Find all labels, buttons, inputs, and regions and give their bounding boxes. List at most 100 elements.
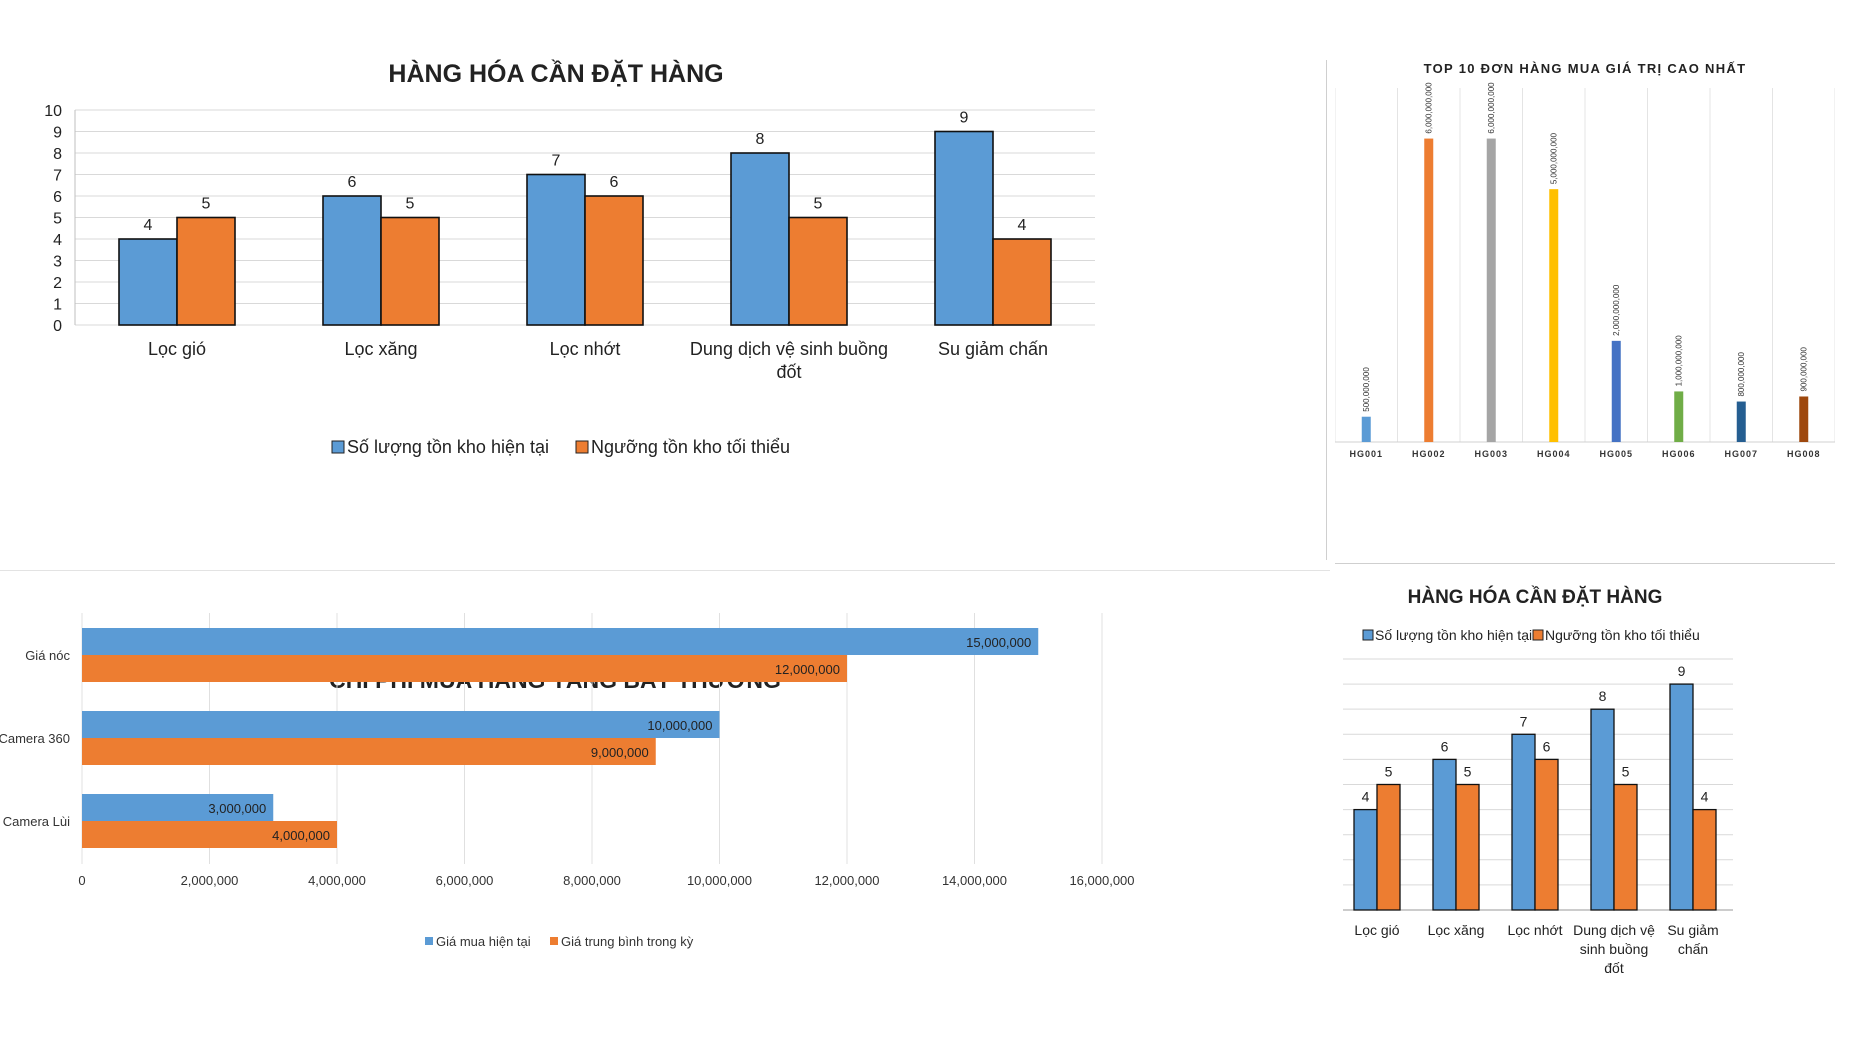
bar	[992, 238, 1052, 326]
y-tick-label: 2	[53, 275, 62, 292]
data-label: 4	[1018, 217, 1027, 234]
y-tick-label: 3	[53, 254, 62, 271]
bar	[526, 173, 586, 326]
legend-swatch	[575, 440, 589, 454]
legend-label: Giá mua hiện tại	[436, 934, 531, 949]
x-tick-label: 10,000,000	[687, 873, 752, 888]
x-tick-label: Su giảm	[1667, 922, 1718, 938]
bar	[82, 821, 337, 848]
data-label: 800,000,000	[1737, 352, 1746, 397]
x-tick-label: Lọc nhớt	[550, 339, 621, 359]
bar	[1736, 401, 1746, 442]
x-tick-label: đốt	[776, 362, 801, 382]
legend-swatch	[1362, 629, 1374, 641]
inventory-reorder-small-chart-svg: HÀNG HÓA CẦN ĐẶT HÀNG Số lượng tồn kho hi…	[1343, 586, 1733, 976]
data-label: 5	[202, 196, 211, 213]
x-tick-label: HG007	[1724, 449, 1758, 459]
bar	[1534, 758, 1559, 911]
bar	[788, 216, 848, 326]
data-label: 8	[756, 131, 765, 148]
bar	[1511, 733, 1536, 911]
x-tick-label: 8,000,000	[563, 873, 621, 888]
data-label: 2,000,000,000	[1612, 284, 1621, 336]
x-tick-label: HG004	[1537, 449, 1571, 459]
data-label: 4	[1362, 789, 1370, 805]
x-tick-label: HG002	[1412, 449, 1446, 459]
x-tick-label: Su giảm chấn	[938, 339, 1048, 359]
x-tick-label: sinh buồng	[1580, 941, 1649, 957]
data-label: 6,000,000,000	[1425, 82, 1434, 134]
x-tick-label: Lọc gió	[1354, 922, 1399, 938]
bar	[934, 130, 994, 326]
bar	[1353, 808, 1378, 911]
x-tick-label: Lọc xăng	[344, 339, 417, 359]
bar	[1486, 138, 1496, 443]
bar	[1424, 138, 1434, 443]
bar	[1549, 189, 1559, 442]
legend-swatch	[550, 937, 558, 945]
bar	[1613, 783, 1638, 911]
x-tick-label: Lọc gió	[148, 339, 206, 359]
bar	[1692, 808, 1717, 911]
data-label: 12,000,000	[775, 662, 840, 677]
y-tick-label: 4	[53, 232, 62, 249]
data-label: 7	[1520, 713, 1528, 729]
bar	[82, 711, 720, 738]
data-label: 9	[960, 110, 969, 127]
bar	[82, 794, 274, 821]
chart-title: HÀNG HÓA CẦN ĐẶT HÀNG	[388, 58, 723, 88]
x-tick-label: Lọc xăng	[1428, 922, 1485, 938]
bar	[730, 152, 790, 326]
data-label: 500,000,000	[1362, 367, 1371, 412]
data-label: 4,000,000	[272, 828, 330, 843]
inventory-reorder-chart-svg: HÀNG HÓA CẦN ĐẶT HÀNG 0 1 2 3 4 5 6 7 8 9 10 4 5 Lọc g…	[44, 58, 1095, 457]
y-tick-label: Camera Lùi	[3, 814, 70, 829]
data-label: 6	[348, 174, 357, 191]
x-tick-label: HG006	[1662, 449, 1696, 459]
x-tick-label: HG005	[1599, 449, 1633, 459]
x-tick-label: 6,000,000	[436, 873, 494, 888]
bar	[82, 628, 1039, 655]
data-label: 6	[1441, 738, 1449, 754]
data-label: 4	[1701, 789, 1709, 805]
data-label: 5	[1622, 763, 1630, 779]
y-tick-label: 8	[53, 146, 62, 163]
bar	[1669, 683, 1694, 911]
legend-label: Số lượng tồn kho hiện tại	[1375, 627, 1532, 643]
y-tick-label: 6	[53, 189, 62, 206]
legend-label: Ngưỡng tồn kho tối thiểu	[1545, 627, 1700, 643]
y-tick-label: Camera 360	[0, 731, 70, 746]
x-tick-label: HG003	[1474, 449, 1508, 459]
bar	[380, 216, 440, 326]
bar	[1361, 416, 1371, 442]
data-label: 7	[552, 153, 561, 170]
legend-swatch	[425, 937, 433, 945]
bar	[82, 738, 656, 765]
data-label: 4	[144, 217, 153, 234]
legend-swatch	[331, 440, 345, 454]
data-label: 5	[406, 196, 415, 213]
data-label: 3,000,000	[208, 801, 266, 816]
purchase-cost-chart-svg: CHI PHÍ MUA HÀNG TĂNG BẤT THƯỜNG02,000,0…	[0, 613, 1135, 949]
data-label: 10,000,000	[647, 718, 712, 733]
legend-swatch	[1532, 629, 1544, 641]
x-tick-label: Lọc nhớt	[1507, 922, 1562, 938]
data-label: 1,000,000,000	[1675, 335, 1684, 387]
x-tick-label: 0	[78, 873, 85, 888]
bar	[1376, 783, 1401, 911]
y-tick-label: 1	[53, 297, 62, 314]
data-label: 6	[1543, 738, 1551, 754]
y-tick-label: 5	[53, 211, 62, 228]
inventory-reorder-chart: HÀNG HÓA CẦN ĐẶT HÀNG 0 1 2 3 4 5 6 7 8 9 10 4 5 Lọc g…	[0, 0, 1330, 570]
chart-title: TOP 10 ĐƠN HÀNG MUA GIÁ TRỊ CAO NHẤT	[1424, 61, 1747, 76]
purchase-cost-chart: CHI PHÍ MUA HÀNG TĂNG BẤT THƯỜNG02,000,0…	[0, 570, 1335, 1052]
legend-label: Số lượng tồn kho hiện tại	[347, 437, 549, 457]
x-tick-label: 4,000,000	[308, 873, 366, 888]
top-orders-chart-svg: TOP 10 ĐƠN HÀNG MUA GIÁ TRỊ CAO NHẤT 500,…	[1335, 61, 1835, 459]
bar	[1455, 783, 1480, 911]
top-orders-chart: TOP 10 ĐƠN HÀNG MUA GIÁ TRỊ CAO NHẤT 500,…	[1335, 60, 1835, 560]
x-tick-label: 12,000,000	[814, 873, 879, 888]
data-label: 6	[610, 174, 619, 191]
bar	[1432, 758, 1457, 911]
data-label: 15,000,000	[966, 635, 1031, 650]
